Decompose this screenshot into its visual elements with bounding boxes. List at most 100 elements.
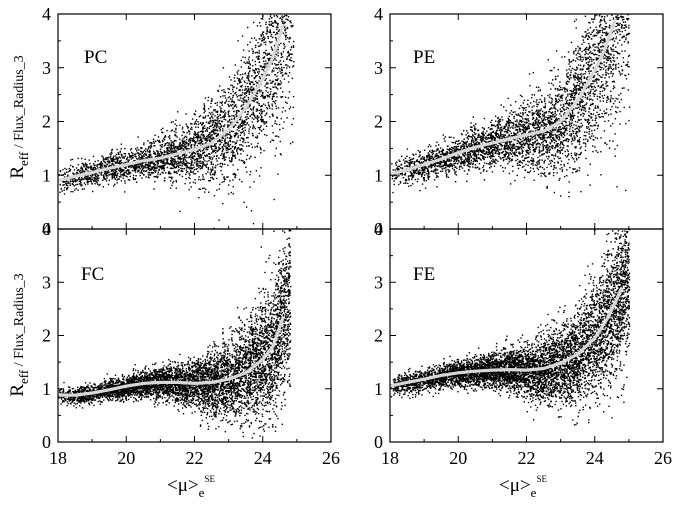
data-point <box>614 33 617 35</box>
data-point <box>455 174 458 176</box>
data-point <box>206 127 209 129</box>
data-point <box>274 135 277 137</box>
data-point <box>566 80 569 82</box>
data-point <box>251 86 253 88</box>
data-point <box>270 24 273 26</box>
data-point <box>136 163 139 165</box>
data-point <box>502 160 505 162</box>
data-point <box>145 154 147 156</box>
data-point <box>561 110 563 113</box>
data-point <box>144 166 146 168</box>
data-point <box>92 179 95 182</box>
panel-label: PC <box>84 47 107 68</box>
data-point <box>175 131 177 134</box>
data-point <box>135 168 137 170</box>
data-point <box>157 151 159 153</box>
data-point <box>525 109 527 111</box>
data-point <box>551 69 553 72</box>
data-point <box>150 171 153 174</box>
data-point <box>463 145 466 147</box>
data-point <box>576 152 578 155</box>
data-point <box>152 166 155 168</box>
data-point <box>112 160 115 162</box>
data-point <box>202 137 204 139</box>
data-point <box>79 180 82 182</box>
data-point <box>436 153 438 155</box>
data-point <box>244 129 247 131</box>
data-point <box>248 90 250 92</box>
data-point <box>470 136 472 138</box>
data-point <box>403 182 405 184</box>
data-point <box>573 88 575 90</box>
data-point <box>128 171 131 174</box>
data-point <box>205 121 208 123</box>
data-point <box>97 160 99 162</box>
data-point <box>564 89 566 91</box>
data-point <box>221 173 224 176</box>
data-point <box>531 142 534 144</box>
data-point <box>220 170 222 172</box>
data-point <box>531 144 534 147</box>
data-point <box>533 135 535 138</box>
data-point <box>460 133 463 135</box>
data-point <box>203 117 205 119</box>
data-point <box>188 130 190 133</box>
data-point <box>281 71 283 74</box>
data-point <box>284 73 286 75</box>
data-point <box>154 163 157 166</box>
data-point <box>543 134 545 136</box>
data-point <box>146 164 148 166</box>
data-point <box>207 114 209 117</box>
data-point <box>176 146 178 148</box>
data-point <box>188 133 191 135</box>
data-point <box>252 108 254 110</box>
data-point <box>72 172 74 174</box>
data-point <box>242 130 245 132</box>
data-point <box>228 148 230 150</box>
data-point <box>142 167 145 170</box>
data-point <box>247 117 250 119</box>
data-point <box>197 161 199 163</box>
data-point <box>286 58 288 60</box>
data-point <box>234 157 237 159</box>
data-point <box>209 133 211 135</box>
data-point <box>202 163 204 165</box>
data-point <box>615 106 617 108</box>
data-point <box>152 171 154 174</box>
data-point <box>569 105 571 107</box>
data-point <box>92 169 94 172</box>
data-point <box>257 126 260 129</box>
data-point <box>483 117 486 120</box>
data-point <box>429 157 431 159</box>
data-point <box>237 40 239 42</box>
data-point <box>285 11 286 12</box>
data-point <box>177 158 179 160</box>
data-point <box>541 134 544 136</box>
data-point <box>399 182 402 184</box>
data-point <box>216 119 218 122</box>
data-point <box>534 137 537 139</box>
data-point <box>148 157 151 159</box>
data-point <box>621 2 622 3</box>
data-point <box>141 169 144 171</box>
data-point <box>228 110 230 112</box>
data-point <box>137 152 140 154</box>
data-point <box>193 113 195 115</box>
data-point <box>174 133 176 136</box>
data-point <box>503 130 506 133</box>
data-point <box>617 63 620 65</box>
data-point <box>218 147 220 149</box>
data-point <box>568 121 571 123</box>
data-point <box>601 34 603 37</box>
data-point <box>609 1 610 2</box>
data-point <box>545 146 548 148</box>
data-point <box>600 41 602 43</box>
data-point <box>79 178 81 181</box>
data-point <box>610 7 611 8</box>
data-point <box>203 109 206 111</box>
data-point <box>259 89 261 91</box>
data-point <box>572 130 575 133</box>
data-point <box>462 154 465 156</box>
data-point <box>235 132 237 134</box>
data-point <box>232 179 234 181</box>
